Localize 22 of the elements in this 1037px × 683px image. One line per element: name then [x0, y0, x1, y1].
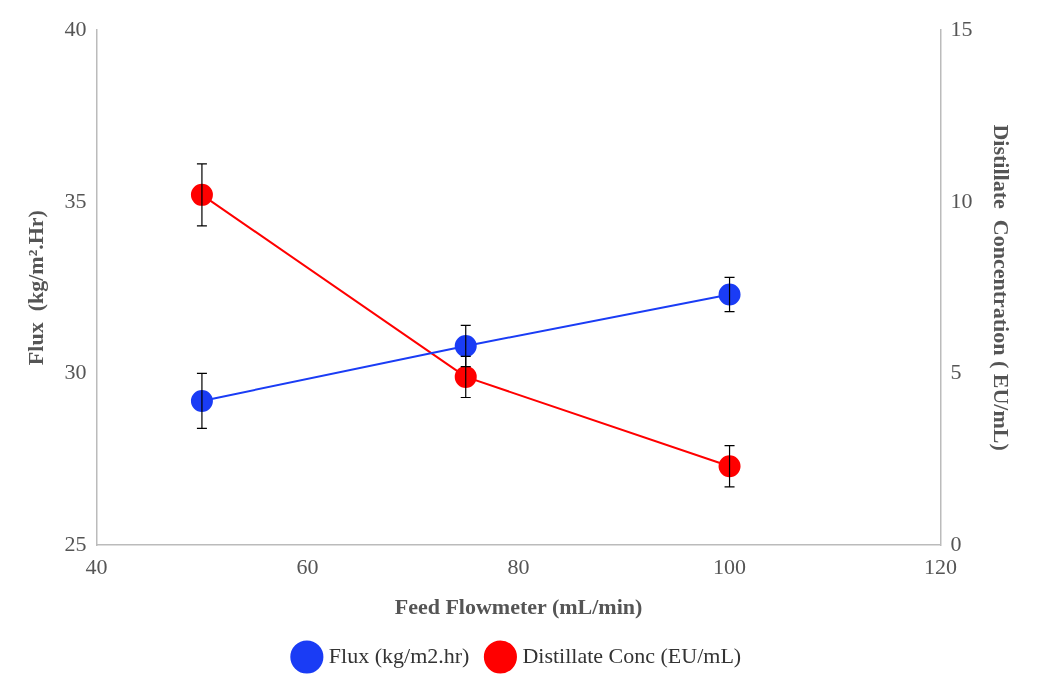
point	[454, 365, 477, 388]
y-tick-label: 25	[64, 530, 87, 556]
point	[454, 334, 477, 357]
y2-tick-label: 10	[950, 187, 973, 213]
x-tick-label: 120	[924, 554, 958, 580]
x-tick-label: 80	[507, 554, 530, 580]
y2-axis-title: Distillate Concentration ( EU/mL)	[989, 124, 1015, 451]
y2-tick-label: 15	[950, 15, 973, 41]
legend-label: Distillate Conc (EU/mL)	[522, 642, 742, 668]
y-axis-title: Flux (kg/m².Hr)	[22, 210, 48, 366]
point	[718, 455, 741, 478]
x-tick-label: 100	[713, 554, 747, 580]
y-tick-label: 40	[64, 15, 87, 41]
x-tick-label: 60	[296, 554, 319, 580]
y2-tick-label: 0	[950, 530, 962, 556]
point	[718, 283, 741, 306]
x-axis-title: Feed Flowmeter (mL/min)	[394, 594, 643, 620]
y-tick-label: 35	[64, 187, 87, 213]
x-tick-label: 40	[85, 554, 108, 580]
legend-label: Flux (kg/m2.hr)	[328, 642, 470, 668]
y-tick-label: 30	[64, 359, 87, 385]
y2-tick-label: 5	[950, 359, 962, 385]
